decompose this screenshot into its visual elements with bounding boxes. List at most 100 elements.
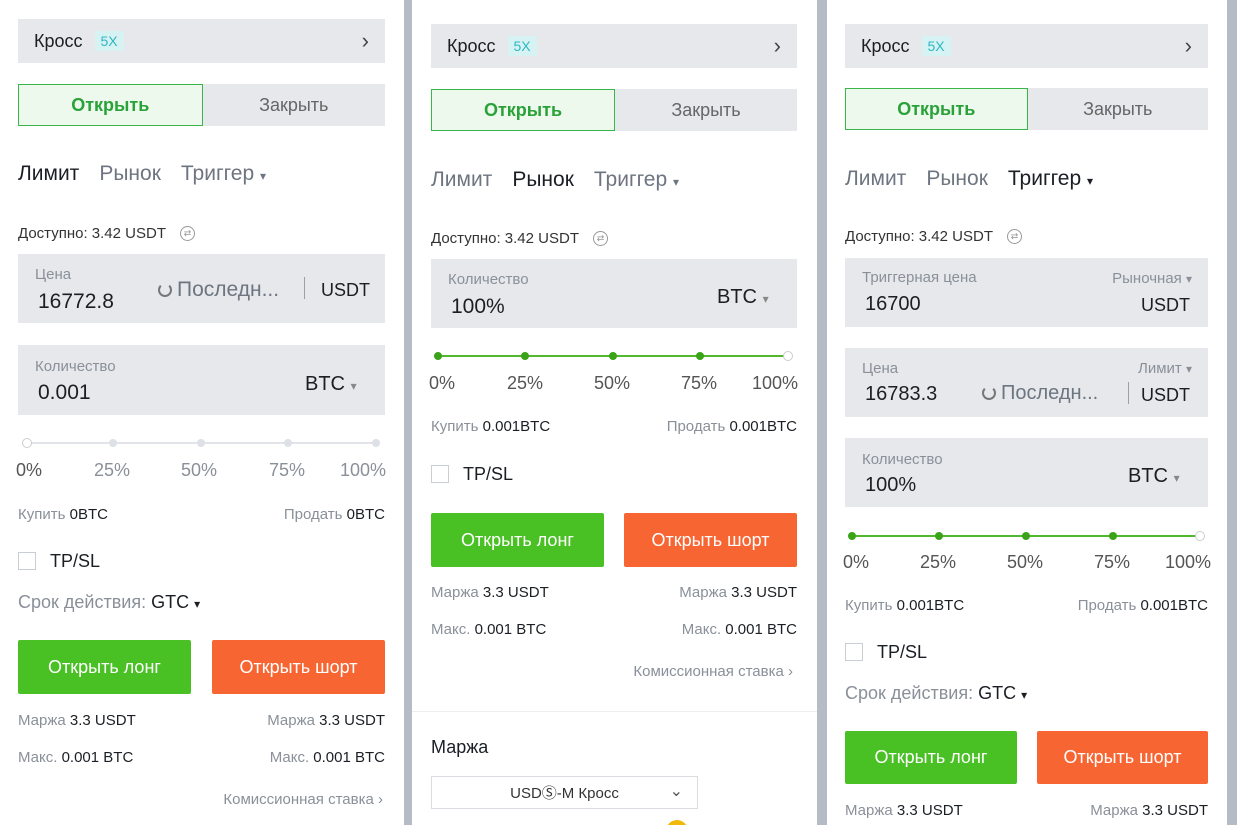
- caret-down-icon: ▾: [762, 292, 769, 306]
- convert-icon[interactable]: ⇄: [593, 231, 608, 246]
- quantity-slider[interactable]: [22, 438, 380, 448]
- unit-select[interactable]: BTC ▾: [305, 373, 357, 395]
- refresh-icon: [982, 386, 996, 400]
- tab-market[interactable]: Рынок: [512, 168, 574, 191]
- slider-handle[interactable]: [22, 438, 32, 448]
- tab-limit[interactable]: Лимит: [18, 162, 80, 185]
- leverage-badge: 5X: [921, 36, 951, 56]
- tab-open[interactable]: Открыть: [845, 88, 1028, 130]
- trigger-price-field[interactable]: Триггерная цена 16700 Рыночная ▾ USDT: [845, 258, 1208, 327]
- tpsl-checkbox[interactable]: [431, 465, 449, 483]
- available-balance: Доступно: 3.42 USDT ⇄: [845, 228, 1022, 245]
- chevron-right-icon: ›: [361, 28, 369, 53]
- pct-label[interactable]: 25%: [507, 373, 544, 393]
- tab-limit[interactable]: Лимит: [431, 168, 493, 191]
- price-field[interactable]: Цена 16772.8 Последн... USDT: [18, 254, 385, 323]
- tab-limit[interactable]: Лимит: [845, 167, 907, 190]
- quantity-input[interactable]: 0.001: [38, 381, 91, 404]
- pct-label[interactable]: 50%: [1007, 552, 1044, 572]
- price-input[interactable]: 16772.8: [38, 290, 114, 313]
- last-price-button[interactable]: Последн...: [982, 382, 1098, 405]
- validity-selector[interactable]: Срок действия: GTC ▾: [18, 592, 201, 612]
- tab-trigger[interactable]: Триггер ▾: [1007, 167, 1094, 190]
- tab-close[interactable]: Закрыть: [1083, 98, 1153, 119]
- pct-label[interactable]: 75%: [681, 373, 718, 393]
- open-long-button[interactable]: Открыть лонг: [845, 731, 1017, 784]
- pct-label[interactable]: 0%: [843, 552, 870, 572]
- sell-amount: Продать 0BTC: [283, 506, 385, 523]
- pct-label[interactable]: 75%: [1094, 552, 1131, 572]
- margin-mode-selector[interactable]: Кросс 5X ›: [431, 24, 797, 68]
- open-close-toggle: Открыть Закрыть: [431, 89, 797, 131]
- slider-handle[interactable]: [783, 351, 793, 361]
- pct-label[interactable]: 50%: [594, 373, 631, 393]
- quantity-field[interactable]: Количество 100% BTC ▾: [845, 438, 1208, 507]
- quantity-input[interactable]: 100%: [451, 295, 505, 318]
- open-long-button[interactable]: Открыть лонг: [18, 640, 191, 694]
- chevron-right-icon: ›: [788, 663, 793, 680]
- pct-label[interactable]: 100%: [752, 373, 799, 393]
- order-panel-limit: Кросс 5X › Открыть Закрыть Лимит Рынок Т…: [0, 0, 404, 825]
- price-type-select[interactable]: Лимит ▾: [1138, 360, 1192, 377]
- validity-selector[interactable]: Срок действия: GTC ▾: [845, 683, 1028, 703]
- quantity-slider[interactable]: [848, 531, 1205, 541]
- margin-mode-selector[interactable]: Кросс 5X ›: [18, 19, 385, 63]
- open-short-button[interactable]: Открыть шорт: [212, 640, 385, 694]
- margin-mode-selector[interactable]: Кросс 5X ›: [845, 24, 1208, 68]
- slider-tick: [935, 532, 943, 540]
- open-short-button[interactable]: Открыть шорт: [624, 513, 797, 567]
- tab-trigger[interactable]: Триггер ▾: [593, 168, 680, 191]
- fee-rate-link[interactable]: Комиссионная ставка ›: [223, 791, 383, 808]
- pct-label[interactable]: 0%: [16, 460, 43, 480]
- slider-tick: [521, 352, 529, 360]
- price-input[interactable]: 16783.3: [865, 383, 938, 405]
- tab-close[interactable]: Закрыть: [259, 94, 329, 115]
- max-long: Макс. 0.001 BTC: [18, 749, 134, 766]
- quantity-field[interactable]: Количество 100% BTC ▾: [431, 259, 797, 328]
- caret-down-icon: ▾: [1185, 272, 1192, 286]
- tab-open[interactable]: Открыть: [18, 84, 203, 126]
- tab-market[interactable]: Рынок: [99, 162, 161, 185]
- pct-label[interactable]: 0%: [429, 373, 456, 393]
- tpsl-checkbox[interactable]: [845, 643, 863, 661]
- open-close-toggle: Открыть Закрыть: [845, 88, 1208, 130]
- caret-down-icon: ▾: [1185, 362, 1192, 376]
- margin-long: Маржа 3.3 USDT: [18, 712, 136, 729]
- unit-select[interactable]: BTC ▾: [1128, 465, 1180, 487]
- last-price-button[interactable]: Последн...: [158, 278, 279, 302]
- quantity-slider[interactable]: [434, 351, 793, 361]
- price-field[interactable]: Цена 16783.3 Лимит ▾ Последн... USDT: [845, 348, 1208, 417]
- trigger-price-input[interactable]: 16700: [865, 293, 921, 315]
- margin-type-select[interactable]: USDⓈ-M Кросс ⌄: [431, 776, 698, 809]
- pct-label[interactable]: 75%: [269, 460, 306, 480]
- caret-down-icon: ▾: [1087, 174, 1094, 188]
- pct-label[interactable]: 100%: [1165, 552, 1212, 572]
- slider-tick: [372, 439, 380, 447]
- margin-short: Маржа 3.3 USDT: [267, 712, 385, 729]
- pct-label[interactable]: 100%: [340, 460, 387, 480]
- tab-close[interactable]: Закрыть: [671, 99, 741, 120]
- convert-icon[interactable]: ⇄: [180, 226, 195, 241]
- pct-label[interactable]: 25%: [94, 460, 131, 480]
- tab-market[interactable]: Рынок: [926, 167, 988, 190]
- buy-amount: Купить 0.001BTC: [845, 597, 965, 614]
- quantity-input[interactable]: 100%: [865, 474, 917, 496]
- open-short-button[interactable]: Открыть шорт: [1037, 731, 1208, 784]
- leverage-badge: 5X: [507, 36, 537, 56]
- unit-select[interactable]: BTC ▾: [717, 286, 769, 308]
- convert-icon[interactable]: ⇄: [1007, 229, 1022, 244]
- tab-trigger[interactable]: Триггер ▾: [180, 162, 267, 185]
- tpsl-checkbox[interactable]: [18, 552, 36, 570]
- tab-open[interactable]: Открыть: [431, 89, 615, 131]
- fee-rate-link[interactable]: Комиссионная ставка ›: [633, 663, 793, 680]
- trigger-type-select[interactable]: Рыночная ▾: [1112, 270, 1192, 287]
- price-label: Цена: [862, 360, 899, 377]
- buy-amount: Купить 0.001BTC: [431, 418, 551, 435]
- slider-handle[interactable]: [1195, 531, 1205, 541]
- pct-label[interactable]: 25%: [920, 552, 957, 572]
- pct-label[interactable]: 50%: [181, 460, 218, 480]
- margin-mode-label: Кросс: [34, 30, 83, 51]
- quantity-field[interactable]: Количество 0.001 BTC ▾: [18, 345, 385, 415]
- tpsl-label: TP/SL: [463, 464, 514, 484]
- open-long-button[interactable]: Открыть лонг: [431, 513, 604, 567]
